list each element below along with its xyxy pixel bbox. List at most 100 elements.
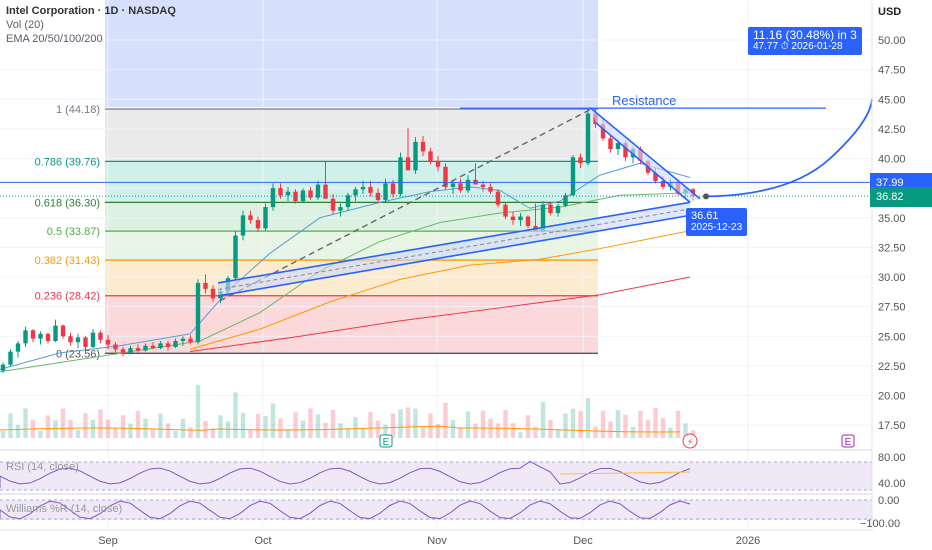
candle-body <box>90 332 96 347</box>
volume-bar <box>308 408 313 438</box>
drawings: Resistance <box>0 93 873 302</box>
earnings-icon-glyph: E <box>845 437 852 448</box>
channel-upper <box>217 201 691 284</box>
volume-bar <box>195 385 201 438</box>
projection-origin-dot <box>703 193 709 200</box>
grid <box>0 0 872 530</box>
volume-bar <box>390 413 396 438</box>
candle-body <box>503 204 508 217</box>
volume-bar <box>120 415 126 438</box>
volume-bar <box>83 413 88 438</box>
price-tick: 22.50 <box>878 361 906 373</box>
volume-bar <box>90 419 96 438</box>
ema100-line <box>189 230 691 350</box>
currency-label[interactable]: USD <box>878 6 902 18</box>
wr-tick: 0.00 <box>878 495 899 507</box>
candle-body <box>480 184 486 187</box>
candle-body <box>143 345 148 351</box>
candle-body <box>165 343 171 347</box>
volume-bar <box>338 423 343 438</box>
candle-body <box>180 338 186 341</box>
volume-bar <box>458 427 463 438</box>
candle-body <box>188 338 193 343</box>
candle-body <box>353 189 358 196</box>
projection-sub: 47.77 ⏱ 2026-01-28 <box>753 41 843 52</box>
volume-bar <box>23 408 28 438</box>
candle-body <box>660 181 666 187</box>
volume-bar <box>548 419 553 438</box>
volume-bar <box>653 407 658 438</box>
candle-body <box>525 216 531 227</box>
price-tick: 27.50 <box>878 302 906 314</box>
volume-bar <box>480 410 486 438</box>
wedge-lower <box>595 122 691 203</box>
volume-bar <box>375 420 381 438</box>
channel-mid <box>217 208 691 290</box>
resistance-label: Resistance <box>612 93 676 108</box>
ema-legend[interactable]: EMA 20/50/100/200 <box>6 33 103 45</box>
candle-body <box>345 195 351 208</box>
price-tick: 20.00 <box>878 391 906 403</box>
candle-body <box>15 343 21 352</box>
candle-body <box>315 184 321 198</box>
candle-body <box>263 207 268 229</box>
candle-body <box>150 345 156 349</box>
volume-bar <box>15 424 21 438</box>
fib-zone <box>105 202 598 232</box>
time-tick: Sep <box>98 535 118 547</box>
price-tick: 17.50 <box>878 420 906 432</box>
candle-body <box>270 188 276 208</box>
volume-bar <box>233 392 238 438</box>
volume-bar <box>428 413 433 438</box>
volume-bar <box>293 412 298 438</box>
wr-pane-bg <box>0 500 872 520</box>
candle-body <box>113 344 118 350</box>
volume-bar <box>353 417 358 438</box>
volume-bar <box>578 411 583 438</box>
volume-bar <box>323 422 328 438</box>
candle-body <box>23 330 28 344</box>
candle-body <box>308 190 313 198</box>
projection-label[interactable]: 11.16 (30.48%) in 3 47.77 ⏱ 2026-01-28 <box>748 27 862 55</box>
volume-bar <box>300 420 306 438</box>
volume-bar <box>173 431 178 438</box>
candle-body <box>653 172 658 182</box>
candle-body <box>173 340 178 347</box>
candle-body <box>428 151 433 161</box>
volume-bar <box>165 423 171 438</box>
candle-body <box>105 339 111 345</box>
volume-bar <box>683 423 688 438</box>
wr-line <box>0 500 691 520</box>
candle-body <box>390 183 396 195</box>
volume-bar <box>608 421 613 438</box>
candle-body <box>45 333 51 341</box>
volume-bar <box>593 426 598 438</box>
candle-body <box>623 143 628 158</box>
volume-bar <box>135 410 141 438</box>
volume-bar <box>105 419 111 438</box>
volume-bar <box>405 407 411 438</box>
candle-body <box>600 124 606 139</box>
volume-bar <box>330 410 336 438</box>
volume-ma-line <box>0 425 681 433</box>
volume-bar <box>383 424 388 438</box>
rsi-ma-line <box>559 471 691 475</box>
candle-body <box>413 141 418 171</box>
volume-bar <box>68 420 73 438</box>
candle-body <box>338 207 343 211</box>
price-tick: 45.00 <box>878 94 906 106</box>
volume-bar <box>188 427 193 438</box>
candle-body <box>38 333 43 339</box>
candle-body <box>255 220 261 229</box>
volume-bar <box>38 430 43 438</box>
candle-body <box>240 215 246 236</box>
candle-body <box>585 113 591 164</box>
candle-body <box>443 166 448 187</box>
candle-body <box>330 198 336 211</box>
volume-bar <box>150 428 156 438</box>
price-tick: 32.50 <box>878 242 906 254</box>
symbol-legend[interactable]: Intel Corporation · 1D · NASDAQ <box>6 5 176 18</box>
point-label[interactable]: 36.61 2025-12-23 <box>686 208 748 236</box>
vol-legend[interactable]: Vol (20) <box>6 19 44 31</box>
